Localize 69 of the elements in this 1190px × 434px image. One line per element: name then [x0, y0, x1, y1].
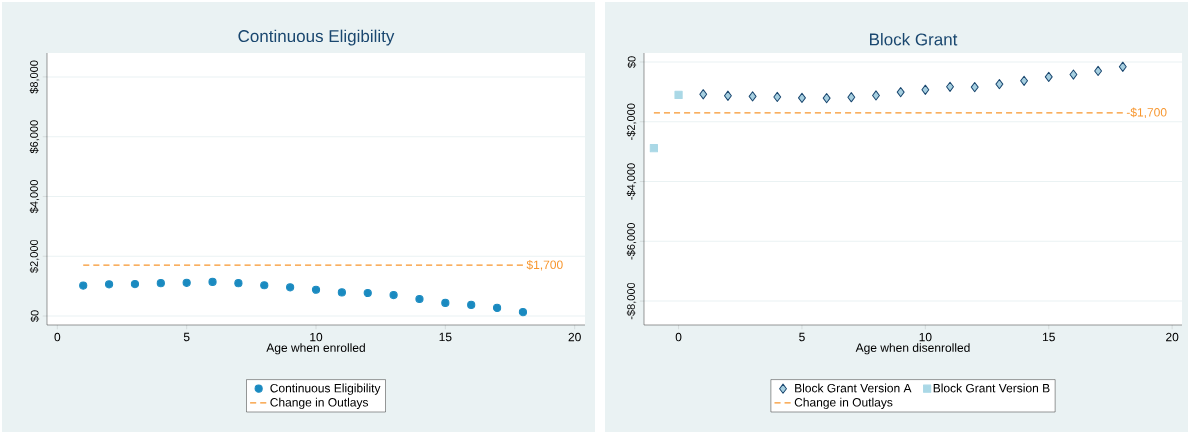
point [234, 279, 243, 288]
y-tick-label: $0 [627, 56, 637, 68]
point [492, 303, 502, 313]
x-tick-label: 5 [799, 332, 805, 342]
chart-title: Block Grant [870, 33, 958, 46]
point [1020, 75, 1029, 86]
point [337, 288, 346, 297]
y-tick-label: -$2,000 [626, 103, 637, 140]
point [311, 285, 321, 294]
x-tick-label: 15 [439, 332, 452, 342]
point [467, 300, 476, 310]
point [130, 279, 140, 289]
point [1118, 61, 1127, 72]
point [872, 90, 880, 101]
point [995, 78, 1004, 90]
legend-label: Block Grant Version A [795, 383, 912, 393]
chart-title: Continuous Eligibility [238, 29, 395, 46]
point [970, 81, 979, 93]
point [847, 92, 856, 103]
y-tick-label: $8,000 [29, 60, 40, 94]
point [946, 81, 954, 92]
y-tick-label: -$8,000 [626, 282, 637, 320]
point [748, 91, 757, 102]
point [389, 291, 398, 300]
point [921, 84, 930, 95]
x-tick-label: 0 [675, 332, 682, 342]
y-tick-label: $2,000 [29, 239, 40, 273]
point [182, 278, 191, 287]
point [104, 280, 114, 289]
point [822, 93, 831, 104]
point [363, 288, 372, 298]
point [286, 283, 295, 292]
point [773, 91, 782, 103]
point [441, 298, 450, 307]
point [1069, 69, 1078, 80]
legend-label: Change in Outlays [270, 397, 369, 409]
x-tick-label: 20 [568, 332, 581, 342]
y-tick-label: -$6,000 [626, 223, 637, 260]
point [156, 279, 165, 288]
point [1094, 65, 1103, 77]
point [896, 87, 905, 98]
point [415, 294, 424, 304]
x-tick-label: 0 [54, 332, 61, 342]
point [260, 281, 269, 290]
x-axis-title: Age when enrolled [266, 343, 365, 355]
point [723, 90, 732, 101]
point [208, 277, 217, 287]
y-tick-label: -$4,000 [626, 163, 637, 200]
point [1044, 71, 1053, 83]
x-tick-label: 5 [183, 332, 190, 342]
x-tick-label: 10 [919, 332, 932, 342]
x-axis-title: Age when disenrolled [855, 343, 970, 355]
y-tick-label: $0 [30, 310, 40, 323]
y-tick-label: $6,000 [29, 120, 40, 154]
point [798, 92, 806, 103]
point [518, 308, 528, 317]
point [699, 89, 708, 100]
legend-label: Change in Outlays [794, 397, 893, 409]
legend-label: Continuous Eligibility [270, 383, 381, 395]
legend-label: Block Grant Version B [933, 383, 1050, 393]
x-tick-label: 15 [1042, 332, 1055, 342]
x-tick-label: 20 [1166, 332, 1179, 342]
annotation: $1,700 [526, 260, 563, 271]
annotation: -$1,700 [1126, 107, 1167, 118]
x-tick-label: 10 [310, 332, 323, 342]
y-tick-label: $4,000 [29, 180, 40, 214]
point [79, 281, 88, 290]
point [649, 143, 658, 153]
point [674, 90, 683, 99]
